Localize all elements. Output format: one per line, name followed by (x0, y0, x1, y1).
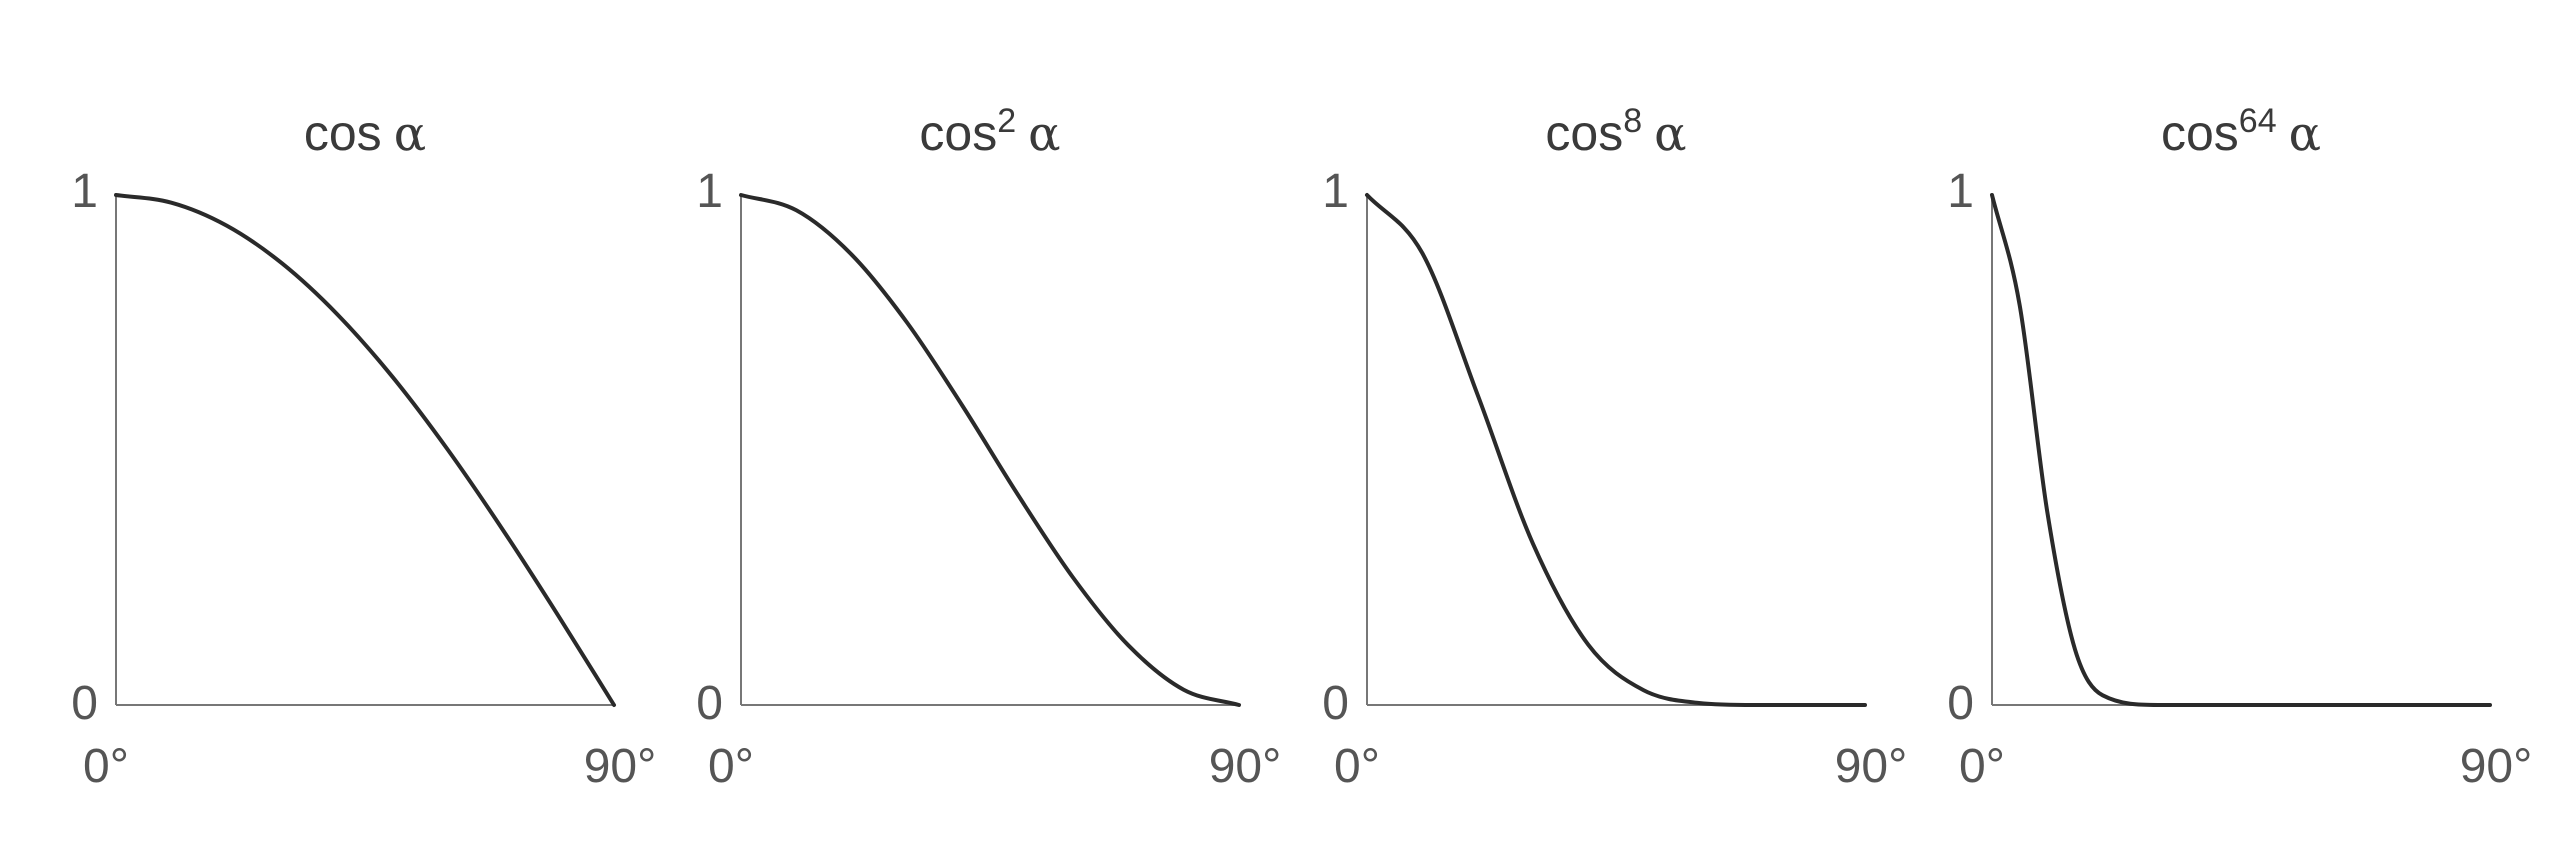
series-line (1990, 193, 2492, 708)
y-tick-label-top: 1 (71, 165, 98, 218)
chart-title: cos α (304, 105, 426, 162)
x-tick-label-right: 90° (2460, 740, 2533, 793)
series-line (739, 193, 1241, 707)
chart-title: cos2 α (919, 102, 1060, 162)
series-line (1365, 193, 1867, 707)
chart-title-exponent: 2 (997, 102, 1016, 140)
chart-title-exponent: 8 (1623, 102, 1642, 140)
chart-title-base: cos (919, 105, 997, 161)
chart-panel-1: cos α 1 0 0° 90° (71, 105, 656, 793)
y-tick-label-top: 1 (1322, 165, 1349, 218)
chart-panel-3: cos8 α 1 0 0° 90° (1322, 102, 1907, 793)
series-line (114, 193, 616, 707)
chart-title-base: cos (304, 105, 382, 161)
x-tick-label-left: 0° (708, 740, 754, 793)
y-tick-label-top: 1 (696, 165, 723, 218)
chart-panel-2: cos2 α 1 0 0° 90° (696, 102, 1281, 793)
chart-title: cos8 α (1545, 102, 1686, 162)
x-tick-label-right: 90° (1209, 740, 1282, 793)
x-tick-label-left: 0° (83, 740, 129, 793)
chart-title-base: cos (2161, 105, 2239, 161)
y-tick-label-bottom: 0 (71, 677, 98, 730)
chart-title-base: cos (1545, 105, 1623, 161)
y-tick-label-bottom: 0 (1322, 677, 1349, 730)
chart-panel-4: cos64 α 1 0 0° 90° (1947, 102, 2532, 793)
y-tick-label-bottom: 0 (696, 677, 723, 730)
x-tick-label-left: 0° (1959, 740, 2005, 793)
x-tick-label-right: 90° (584, 740, 657, 793)
y-tick-label-bottom: 0 (1947, 677, 1974, 730)
x-tick-label-right: 90° (1835, 740, 1908, 793)
chart-title-variable: α (2289, 106, 2321, 162)
chart-title-variable: α (1028, 106, 1060, 162)
chart-title-exponent: 64 (2239, 102, 2277, 140)
chart-title-variable: α (1654, 106, 1686, 162)
chart-title: cos64 α (2161, 102, 2321, 162)
x-tick-label-left: 0° (1334, 740, 1380, 793)
chart-title-variable: α (394, 106, 426, 162)
y-tick-label-top: 1 (1947, 165, 1974, 218)
